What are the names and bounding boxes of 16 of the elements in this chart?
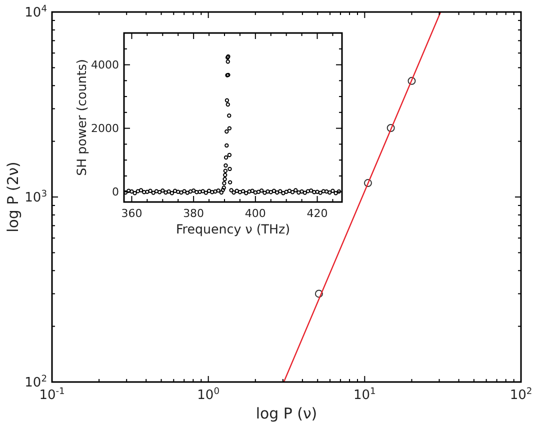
y-axis-title: SH power (counts) xyxy=(74,59,89,176)
x-tick-label: 10$^{1}$ xyxy=(353,387,376,403)
x-axis-title: Frequency ν (THz) xyxy=(176,222,290,236)
y-tick-label: 2000 xyxy=(91,122,119,136)
x-tick-label: 10$^{0}$ xyxy=(197,387,220,403)
x-tick-label: 400 xyxy=(244,207,266,220)
y-tick-label: 10$^{3}$ xyxy=(24,190,48,206)
x-tick-label: 420 xyxy=(306,207,328,220)
y-tick-label: 4000 xyxy=(91,58,119,72)
y-axis-title: log P (2ν) xyxy=(4,162,22,232)
y-tick-label: 0 xyxy=(112,186,119,199)
y-tick-label: 10$^{4}$ xyxy=(24,4,48,21)
x-tick-label: 10$^{2}$ xyxy=(510,387,532,403)
x-tick-label: 360 xyxy=(121,207,142,220)
x-tick-label: 380 xyxy=(183,207,204,220)
x-axis-title: log P (ν) xyxy=(256,404,318,422)
